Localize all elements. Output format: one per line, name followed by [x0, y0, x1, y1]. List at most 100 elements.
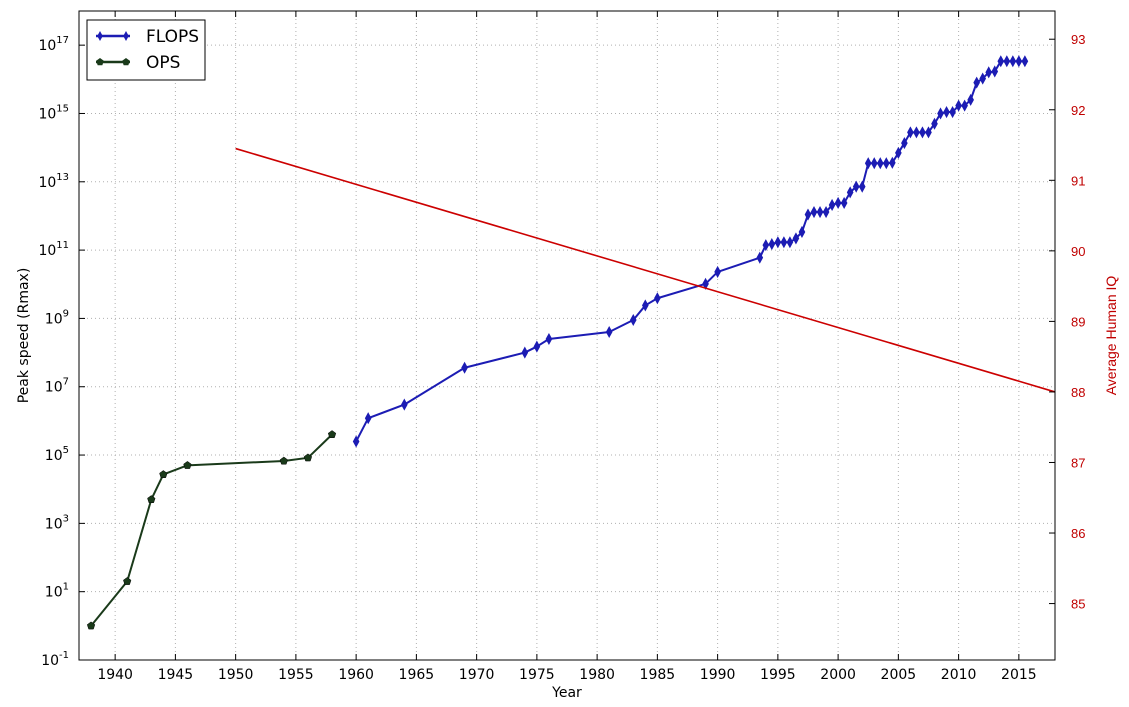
flops-point [352, 435, 360, 448]
flops-point [401, 398, 408, 411]
flops-point [870, 157, 878, 170]
ops-point [123, 577, 132, 585]
x-tick-label: 1985 [640, 667, 676, 683]
y2-tick-label: 90 [1071, 244, 1085, 259]
series-layer [86, 55, 1056, 630]
x-axis-label: Year [551, 685, 582, 701]
x-tick-label: 2010 [941, 667, 977, 683]
flops-point [961, 99, 968, 112]
flops-point [810, 206, 818, 219]
y2-tick-label: 86 [1071, 526, 1085, 541]
ops-point [183, 461, 192, 469]
series-flops-group [352, 55, 1029, 448]
flops-point [937, 107, 944, 120]
flops-point [991, 65, 999, 78]
plot-area-frame [78, 10, 1056, 661]
flops-point [834, 196, 842, 209]
ops-point [86, 621, 96, 630]
legend-item-ops: OPS [96, 53, 180, 73]
flops-point [654, 292, 661, 305]
flops-point [985, 66, 993, 79]
flops-point [949, 106, 956, 119]
y2-tick-label: 92 [1071, 103, 1085, 118]
y-axis-label: Peak speed (Rmax) [16, 268, 32, 404]
ops-point [147, 495, 156, 503]
legend-label: OPS [146, 53, 180, 73]
flops-point [864, 157, 872, 170]
legend-items: FLOPS OPS [96, 27, 199, 73]
flops-point [852, 180, 860, 193]
legend-marker [96, 58, 104, 66]
x-tick-label: 1975 [519, 667, 555, 683]
flops-point [846, 186, 854, 199]
x-tick-label: 1945 [158, 667, 194, 683]
flops-point [919, 126, 926, 139]
flops-point [461, 361, 468, 374]
x-tick-label: 1980 [579, 667, 615, 683]
flops-point [762, 239, 770, 252]
y-tick-label: 109 [45, 308, 69, 327]
flops-point [545, 332, 553, 346]
y2-tick-label: 89 [1071, 314, 1085, 329]
flops-point [840, 196, 848, 209]
y-tick-label: 103 [45, 513, 69, 532]
flops-point [1009, 55, 1017, 68]
x-tick-label: 1955 [278, 667, 314, 683]
y-tick-label: 107 [45, 377, 69, 396]
flops-point [780, 236, 788, 249]
legend: FLOPS OPS [86, 19, 206, 81]
gridlines [79, 11, 1055, 661]
flops-point [798, 225, 806, 238]
y2-tick-label: 88 [1071, 385, 1085, 400]
y-tick-label: 1017 [38, 35, 69, 54]
flops-point [521, 346, 529, 359]
ops-point [159, 470, 168, 478]
legend-label: FLOPS [146, 27, 199, 47]
flops-point [714, 265, 721, 278]
flops-point [774, 236, 782, 249]
flops-point [901, 137, 908, 150]
series-trend-group [235, 147, 1056, 393]
x-tick-label: 1995 [760, 667, 796, 683]
ops-point [303, 453, 313, 462]
flops-point [925, 126, 932, 139]
y-tick-label: 1011 [38, 240, 69, 259]
series-ops-group [86, 430, 337, 630]
legend-item-flops: FLOPS [96, 27, 199, 47]
x-tick-label: 2000 [820, 667, 856, 683]
y-tick-label: 1013 [38, 172, 69, 191]
flops-point [943, 106, 950, 119]
flops-point [792, 232, 800, 245]
x-tick-label: 1990 [700, 667, 736, 683]
y2-tick-label: 93 [1071, 32, 1085, 47]
ops-point [279, 456, 288, 465]
flops-point [858, 180, 866, 193]
x-tick-label: 1960 [338, 667, 374, 683]
flops-point [1003, 55, 1011, 68]
flops-point [1021, 55, 1029, 68]
series-flops-line [355, 60, 1025, 442]
x-tick-label: 2015 [1001, 667, 1037, 683]
flops-point [979, 72, 987, 85]
series-trend-line [235, 147, 1056, 393]
flops-point [931, 117, 938, 130]
flops-point [786, 236, 794, 249]
flops-point [882, 157, 890, 170]
x-tick-label: 2005 [881, 667, 917, 683]
flops-point [895, 146, 902, 159]
flops-point [967, 93, 974, 106]
ops-point [327, 430, 337, 438]
flops-point [889, 156, 896, 169]
flops-point [605, 325, 613, 339]
y2-tick-label: 87 [1071, 455, 1085, 470]
y-tick-label: 105 [45, 445, 69, 464]
flops-point [768, 238, 776, 251]
y2-tick-label: 91 [1071, 173, 1085, 188]
flops-point [876, 157, 884, 170]
legend-marker [122, 58, 130, 66]
x-tick-label: 1970 [459, 667, 495, 683]
flops-point [533, 340, 541, 353]
flops-point [756, 251, 764, 264]
y-tick-label: 1015 [38, 103, 69, 122]
